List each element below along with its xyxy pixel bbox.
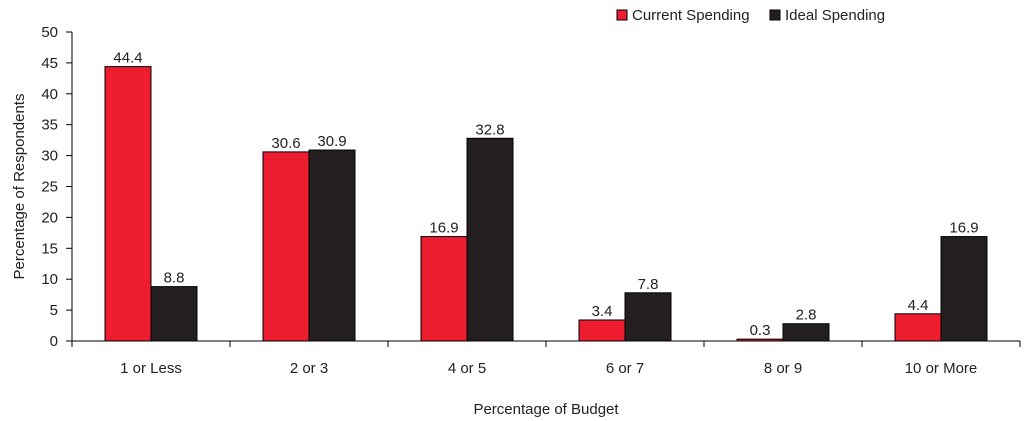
data-labels: 44.4 30.6 16.9 3.4 0.3 4.4 8.8 30.9 32.8 7.8 2.8 16… xyxy=(113,50,978,340)
y-tick-label: 30 xyxy=(41,148,58,165)
bar-current xyxy=(104,66,152,342)
bar-ideal xyxy=(308,149,356,342)
y-tick-label: 0 xyxy=(50,333,58,350)
bar-ideal xyxy=(624,292,672,342)
data-label: 32.8 xyxy=(475,121,504,138)
y-tick-label: 45 xyxy=(41,55,58,72)
legend-swatch xyxy=(616,9,628,21)
x-tick-label: 4 or 5 xyxy=(448,360,486,377)
y-tick-label: 20 xyxy=(41,209,58,226)
bar-ideal xyxy=(782,323,830,342)
x-tick-label: 8 or 9 xyxy=(764,360,802,377)
y-axis-title: Percentage of Respondents xyxy=(11,94,28,280)
bar-ideal xyxy=(466,137,514,342)
data-label: 4.4 xyxy=(908,297,929,314)
y-tick-label: 15 xyxy=(41,240,58,257)
data-label: 3.4 xyxy=(592,303,613,320)
data-label: 16.9 xyxy=(949,220,978,237)
y-tick-label: 35 xyxy=(41,117,58,134)
data-label: 2.8 xyxy=(796,307,817,324)
x-tick-label: 1 or Less xyxy=(120,360,182,377)
y-tick-label: 40 xyxy=(41,86,58,103)
bar-current xyxy=(736,338,784,342)
data-label: 30.9 xyxy=(317,133,346,150)
data-label: 30.6 xyxy=(271,135,300,152)
bar-current xyxy=(420,236,468,342)
x-axis-title: Percentage of Budget xyxy=(473,401,619,418)
bar-current xyxy=(894,313,942,342)
y-tick-label: 10 xyxy=(41,271,58,288)
x-tick-label: 10 or More xyxy=(905,360,978,377)
bar-ideal xyxy=(940,236,988,342)
x-tick-label: 6 or 7 xyxy=(606,360,644,377)
data-label: 44.4 xyxy=(113,50,142,67)
bar-current xyxy=(578,319,626,342)
bar-current xyxy=(262,151,310,342)
y-axis: 0 5 10 15 20 25 30 35 40 45 50 xyxy=(41,24,73,350)
legend-label: Current Spending xyxy=(632,7,750,24)
bar-ideal xyxy=(150,286,198,342)
x-tick-label: 2 or 3 xyxy=(290,360,328,377)
data-label: 7.8 xyxy=(638,276,659,293)
y-tick-label: 5 xyxy=(50,302,58,319)
y-tick-label: 25 xyxy=(41,179,58,196)
legend: Current Spending Ideal Spending xyxy=(616,7,885,24)
y-tick-label: 50 xyxy=(41,24,58,41)
data-label: 0.3 xyxy=(750,322,771,339)
legend-label: Ideal Spending xyxy=(785,7,885,24)
data-label: 8.8 xyxy=(164,270,185,287)
bars xyxy=(104,66,988,342)
legend-swatch xyxy=(769,9,781,21)
data-label: 16.9 xyxy=(429,220,458,237)
x-axis: 1 or Less 2 or 3 4 or 5 6 or 7 8 or 9 10 or M… xyxy=(71,340,1021,377)
